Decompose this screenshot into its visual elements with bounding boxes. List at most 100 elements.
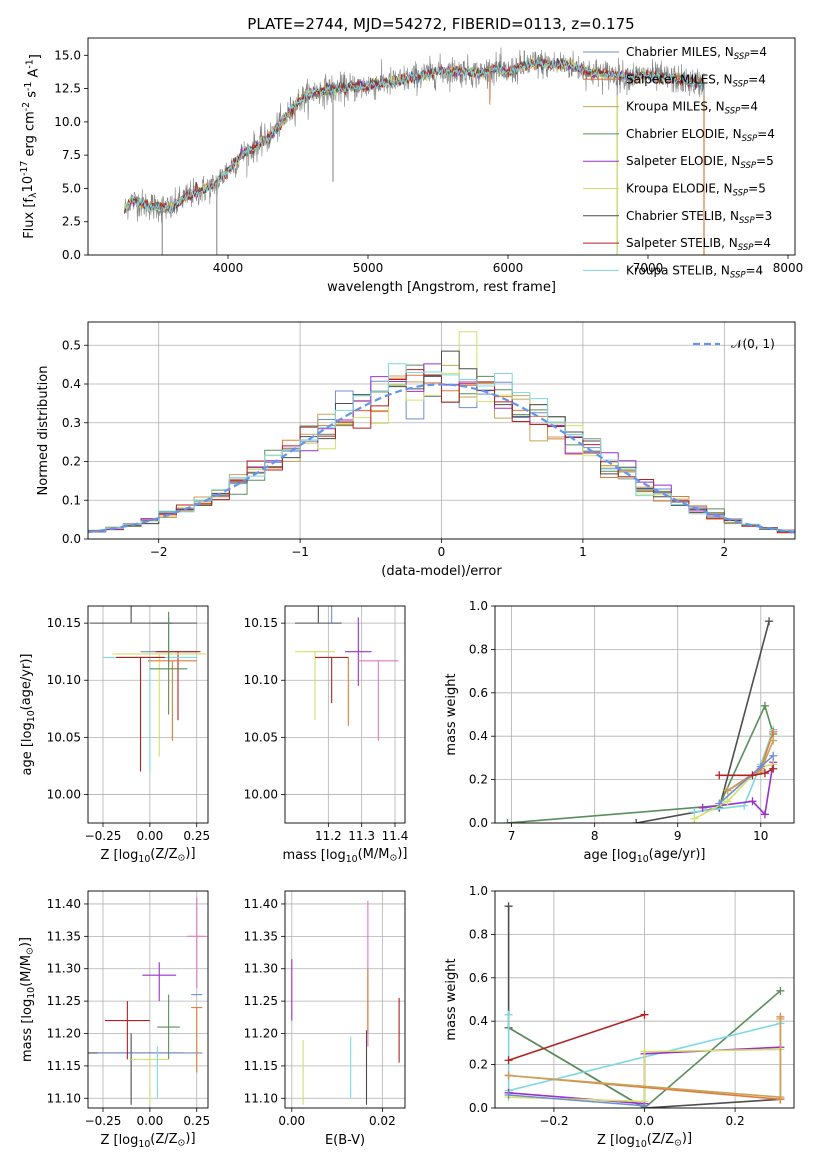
y-axis-label: mass [log10​(M/M⊙​)] bbox=[18, 937, 37, 1062]
y-tick-label: 0.3 bbox=[62, 416, 81, 430]
x-tick-label: 4000 bbox=[213, 261, 244, 275]
y-tick-label: 11.10 bbox=[47, 1091, 81, 1105]
x-axis-label: Z [log10​(Z/Z⊙​)] bbox=[597, 1131, 692, 1150]
mass-vs-z-panel: −0.25 0.00 0.25 11.10 11.15 11.20 11.25 11.30 11… bbox=[18, 890, 210, 1150]
y-tick-label: 0.0 bbox=[469, 816, 488, 830]
y-tick-label: 11.20 bbox=[244, 1027, 278, 1041]
spectrum-panel: 4000 5000 6000 7000 8000 0.0 2.5 5.0 7.5 10.0 12.5… bbox=[19, 37, 803, 295]
weight-marker bbox=[503, 819, 512, 823]
y-tick-label: 0.4 bbox=[469, 1014, 488, 1028]
y-tick-label: 0.8 bbox=[469, 927, 488, 941]
y-axis-label: age [log10​(age/yr)] bbox=[19, 654, 37, 776]
weight-series-6 bbox=[693, 763, 774, 820]
weight-marker bbox=[769, 764, 778, 773]
weight-marker bbox=[776, 986, 785, 995]
weight-marker bbox=[723, 786, 732, 795]
x-axis-label: Z [log10​(Z/Z⊙​)] bbox=[100, 1131, 195, 1150]
x-tick-label: 9 bbox=[674, 829, 682, 843]
x-tick-label: 7000 bbox=[633, 261, 664, 275]
y-tick-label: 0.2 bbox=[469, 773, 488, 787]
y-tick-label: 10.0 bbox=[54, 115, 81, 129]
axes-frame bbox=[87, 321, 796, 540]
model-series-9 bbox=[124, 58, 705, 215]
y-tick-label: 0.1 bbox=[62, 493, 81, 507]
y-axis-label: Normed distribution bbox=[36, 366, 51, 496]
weight-marker bbox=[760, 769, 769, 778]
y-tick-label: 11.30 bbox=[47, 962, 81, 976]
x-tick-label: 6000 bbox=[493, 261, 524, 275]
x-tick-label: 0.25 bbox=[183, 829, 210, 843]
weight-marker bbox=[769, 727, 778, 736]
age-vs-mass-panel: 11.2 11.3 11.4 10.00 10.05 10.10 10.15 mass [lo… bbox=[244, 605, 408, 865]
x-tick-label: 5000 bbox=[353, 261, 384, 275]
x-tick-label: 0.00 bbox=[278, 1114, 305, 1128]
weight-series-1 bbox=[508, 1094, 645, 1107]
axes-frame bbox=[87, 37, 796, 256]
x-axis-label: wavelength [Angstrom, rest frame] bbox=[327, 280, 556, 295]
x-axis-label: E(B-V) bbox=[325, 1133, 365, 1148]
x-tick-label: 2 bbox=[720, 545, 728, 559]
x-tick-label: 11.3 bbox=[348, 829, 375, 843]
y-tick-label: 11.20 bbox=[47, 1027, 81, 1041]
weight-marker bbox=[504, 1090, 513, 1099]
residuals-panel: −2 −1 0 1 2 0.0 0.1 0.2 0.3 0.4 0.5 (data-model)/er… bbox=[36, 321, 796, 579]
y-axis-label: mass weight bbox=[444, 958, 459, 1040]
x-axis-label: (data-model)/error bbox=[381, 564, 502, 579]
legend-entry: Chabrier MILES, NSSP=4 bbox=[626, 45, 767, 62]
weight-marker bbox=[756, 762, 765, 771]
y-tick-label: 15.0 bbox=[54, 48, 81, 62]
y-axis-label: mass weight bbox=[444, 673, 459, 755]
mass-weight-vs-z-panel: −0.2 0.0 0.2 0.0 0.2 0.4 0.6 0.8 1.0 Z [log10​(Z/… bbox=[444, 884, 795, 1150]
x-tick-label: 11.2 bbox=[315, 829, 342, 843]
y-tick-label: 10.00 bbox=[47, 787, 81, 801]
legend-entry: Salpeter STELIB, NSSP=4 bbox=[626, 236, 771, 253]
weight-marker bbox=[748, 797, 757, 806]
plot-area bbox=[89, 606, 207, 772]
weight-marker bbox=[715, 771, 724, 780]
legend-entry: Kroupa STELIB, NSSP=4 bbox=[626, 263, 763, 280]
legend-entry: Kroupa ELODIE, NSSP=5 bbox=[626, 182, 766, 199]
x-tick-label: 0.25 bbox=[183, 1114, 210, 1128]
y-tick-label: 12.5 bbox=[54, 82, 81, 96]
y-tick-label: 11.35 bbox=[47, 929, 81, 943]
plot-area bbox=[503, 617, 778, 823]
axes-frame bbox=[87, 890, 209, 1109]
weight-series-4 bbox=[507, 703, 774, 823]
y-tick-label: 0.2 bbox=[62, 455, 81, 469]
x-tick-label: −0.25 bbox=[85, 829, 122, 843]
weight-series-6 bbox=[508, 1048, 781, 1103]
x-tick-label: −0.25 bbox=[85, 1114, 122, 1128]
legend-entry: Salpeter MILES, NSSP=4 bbox=[626, 72, 766, 89]
weight-marker bbox=[760, 810, 769, 819]
legend-entry: Salpeter ELODIE, NSSP=5 bbox=[626, 154, 774, 171]
y-tick-label: 1.0 bbox=[469, 599, 488, 613]
weight-marker bbox=[769, 736, 778, 745]
axes-frame bbox=[494, 605, 795, 824]
weight-marker bbox=[748, 771, 757, 780]
y-tick-label: 0.6 bbox=[469, 686, 488, 700]
y-tick-label: 7.5 bbox=[62, 148, 81, 162]
weight-marker bbox=[723, 797, 732, 806]
weight-series-9 bbox=[694, 729, 774, 813]
y-tick-label: 11.25 bbox=[244, 994, 278, 1008]
y-tick-label: 11.40 bbox=[244, 897, 278, 911]
legend-entry: Chabrier STELIB, NSSP=3 bbox=[626, 209, 772, 226]
x-tick-label: 0.0 bbox=[635, 1114, 654, 1128]
weight-marker bbox=[776, 1093, 785, 1102]
y-tick-label: 10.05 bbox=[47, 730, 81, 744]
y-tick-label: 11.15 bbox=[244, 1059, 278, 1073]
weight-series-8 bbox=[719, 768, 774, 777]
x-tick-label: −2 bbox=[150, 545, 168, 559]
x-tick-label: 0.02 bbox=[369, 1114, 396, 1128]
y-axis-label: Flux [fλ​10-17​ erg cm-2​ s-1​ A-1​] bbox=[19, 54, 43, 239]
weight-marker bbox=[504, 1071, 513, 1080]
weight-marker bbox=[715, 799, 724, 808]
y-tick-label: 0.6 bbox=[469, 971, 488, 985]
y-tick-label: 10.00 bbox=[244, 787, 278, 801]
axes-frame bbox=[494, 890, 795, 1109]
y-tick-label: 10.10 bbox=[244, 673, 278, 687]
axes-frame bbox=[284, 605, 406, 824]
mass-vs-ebv-panel: 0.00 0.02 11.10 11.15 11.20 11.25 11.30 11.35 11… bbox=[244, 890, 406, 1148]
y-tick-label: 11.40 bbox=[47, 897, 81, 911]
y-tick-label: 0.2 bbox=[469, 1058, 488, 1072]
